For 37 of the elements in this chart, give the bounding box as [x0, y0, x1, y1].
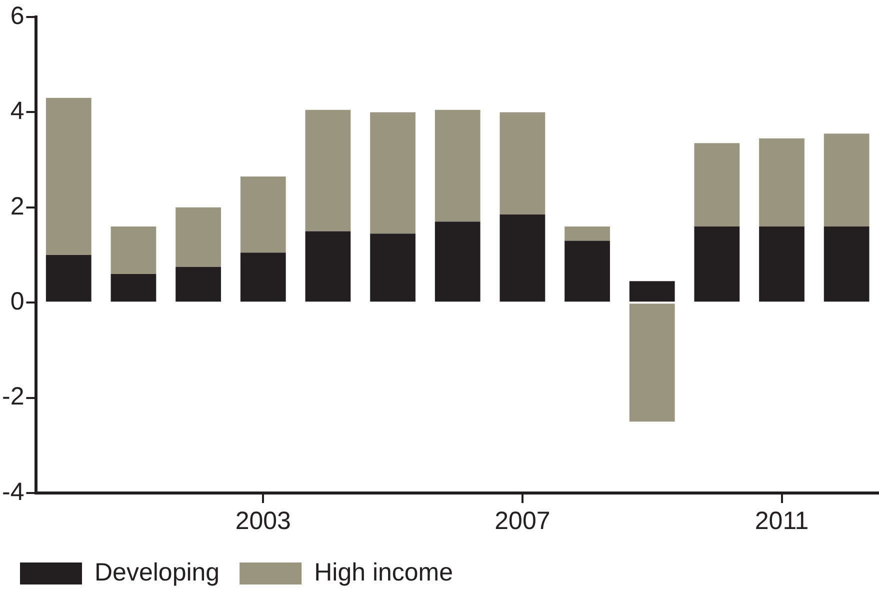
bar	[824, 134, 870, 226]
bar	[759, 226, 804, 302]
y-tick-label: 6	[10, 2, 24, 30]
bar	[370, 234, 416, 302]
bar	[759, 138, 804, 226]
y-tick-label: -4	[2, 478, 24, 506]
bar	[305, 110, 351, 232]
bar	[564, 226, 610, 241]
bar	[564, 240, 610, 302]
y-tick-label: 4	[10, 97, 24, 126]
bar	[110, 226, 156, 274]
legend-label: High income	[314, 558, 454, 586]
bar	[46, 255, 92, 302]
bar	[305, 231, 351, 302]
bar	[370, 112, 416, 234]
bar	[629, 304, 675, 422]
y-tick-label: -2	[2, 382, 24, 411]
bar	[240, 252, 286, 302]
bar	[434, 110, 480, 222]
bar	[500, 112, 546, 215]
bar	[176, 207, 221, 267]
bar	[46, 98, 92, 255]
bar	[694, 226, 740, 302]
y-tick-label: 0	[10, 287, 24, 316]
x-tick-label: 2007	[494, 506, 550, 535]
y-tick-label: 2	[10, 192, 24, 220]
legend-label: Developing	[94, 558, 220, 586]
bar	[240, 176, 286, 253]
bar	[694, 143, 740, 226]
x-tick-label: 2011	[754, 506, 809, 535]
bar	[629, 281, 675, 302]
bar	[434, 222, 480, 302]
bar	[176, 266, 221, 302]
x-tick-label: 2003	[235, 506, 291, 535]
bar	[110, 274, 156, 302]
bar	[500, 214, 546, 302]
bar	[824, 226, 870, 302]
